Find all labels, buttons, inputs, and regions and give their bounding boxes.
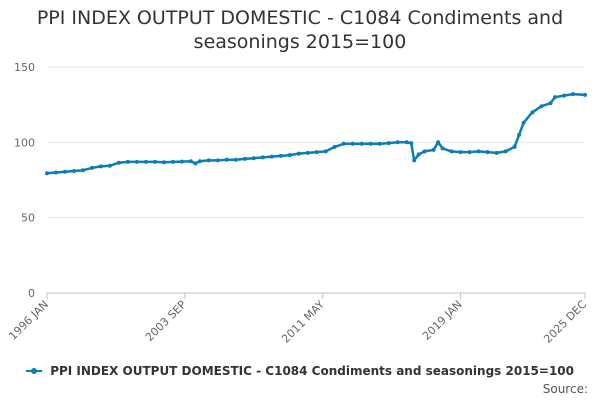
data-point[interactable]	[440, 146, 445, 151]
data-point[interactable]	[404, 140, 409, 145]
y-tick-label: 0	[28, 287, 35, 300]
data-point[interactable]	[553, 95, 557, 100]
data-point[interactable]	[98, 164, 103, 169]
data-point[interactable]	[476, 149, 481, 154]
legend[interactable]: PPI INDEX OUTPUT DOMESTIC - C1084 Condim…	[0, 364, 600, 378]
axes: 0 50 100 150 1996 JAN 2003 SEP 2011 MAY 2019 JA…	[6, 61, 589, 346]
data-point[interactable]	[368, 141, 373, 146]
data-point[interactable]	[179, 159, 184, 164]
x-tick-label: 2011 MAY	[279, 298, 327, 346]
y-tick-label: 50	[21, 212, 35, 225]
data-point[interactable]	[197, 159, 202, 164]
data-point[interactable]	[458, 150, 463, 155]
legend-swatch-icon	[26, 366, 42, 376]
data-point[interactable]	[512, 144, 517, 149]
data-point[interactable]	[350, 141, 355, 146]
data-point[interactable]	[314, 150, 319, 155]
data-point[interactable]	[81, 168, 85, 173]
data-point[interactable]	[548, 101, 553, 106]
data-point[interactable]	[517, 132, 522, 137]
data-point[interactable]	[90, 165, 94, 170]
legend-label: PPI INDEX OUTPUT DOMESTIC - C1084 Condim…	[50, 364, 574, 378]
data-point[interactable]	[449, 149, 454, 154]
source-label: Source:	[542, 382, 588, 396]
data-point[interactable]	[467, 150, 472, 155]
data-point[interactable]	[233, 157, 238, 162]
data-point[interactable]	[269, 154, 274, 159]
data-point[interactable]	[485, 150, 490, 155]
data-point[interactable]	[562, 93, 566, 98]
data-point[interactable]	[134, 159, 139, 164]
data-point[interactable]	[386, 141, 391, 146]
data-point[interactable]	[54, 170, 58, 175]
data-point[interactable]	[341, 141, 346, 146]
data-point[interactable]	[188, 159, 193, 164]
data-point[interactable]	[143, 159, 148, 164]
data-point[interactable]	[530, 110, 535, 115]
data-point[interactable]	[224, 157, 229, 162]
chart-title: PPI INDEX OUTPUT DOMESTIC - C1084 Condim…	[36, 7, 564, 53]
data-point[interactable]	[63, 169, 67, 174]
data-point[interactable]	[583, 92, 587, 97]
data-point[interactable]	[377, 141, 382, 146]
data-point[interactable]	[431, 147, 436, 152]
data-point[interactable]	[422, 149, 427, 154]
data-point[interactable]	[152, 159, 157, 164]
data-point[interactable]	[503, 149, 508, 154]
data-point[interactable]	[409, 141, 414, 146]
y-tick-label: 150	[14, 61, 35, 74]
data-point[interactable]	[242, 156, 247, 161]
x-tick-label: 2025 DEC	[541, 298, 589, 346]
data-point[interactable]	[494, 150, 499, 155]
data-point[interactable]	[125, 159, 130, 164]
data-point[interactable]	[359, 141, 364, 146]
x-tick-label: 2003 SEP	[143, 298, 189, 344]
y-tick-label: 100	[14, 136, 35, 149]
data-point[interactable]	[278, 153, 283, 158]
grid	[47, 66, 585, 294]
data-point[interactable]	[332, 144, 337, 149]
data-point[interactable]	[170, 159, 175, 164]
data-point[interactable]	[395, 140, 400, 145]
data-point[interactable]	[305, 150, 310, 155]
x-tick-label: 2019 JAN	[420, 298, 465, 343]
data-point[interactable]	[215, 158, 220, 163]
data-point[interactable]	[521, 120, 526, 125]
data-point[interactable]	[107, 163, 112, 168]
data-point[interactable]	[193, 161, 198, 166]
data-point[interactable]	[116, 160, 121, 165]
data-point[interactable]	[539, 104, 544, 109]
data-point[interactable]	[45, 171, 49, 176]
data-point[interactable]	[436, 140, 441, 145]
data-point[interactable]	[416, 152, 421, 157]
data-point[interactable]	[260, 155, 265, 160]
series-layer	[45, 92, 587, 176]
data-point[interactable]	[206, 158, 211, 163]
data-point[interactable]	[72, 169, 76, 173]
data-point[interactable]	[287, 153, 292, 158]
x-tick-label: 1996 JAN	[6, 298, 51, 343]
data-point[interactable]	[161, 160, 166, 165]
data-point[interactable]	[296, 151, 301, 156]
data-point[interactable]	[571, 92, 575, 97]
data-point[interactable]	[323, 149, 328, 154]
data-point[interactable]	[412, 158, 417, 163]
data-point[interactable]	[251, 156, 256, 161]
